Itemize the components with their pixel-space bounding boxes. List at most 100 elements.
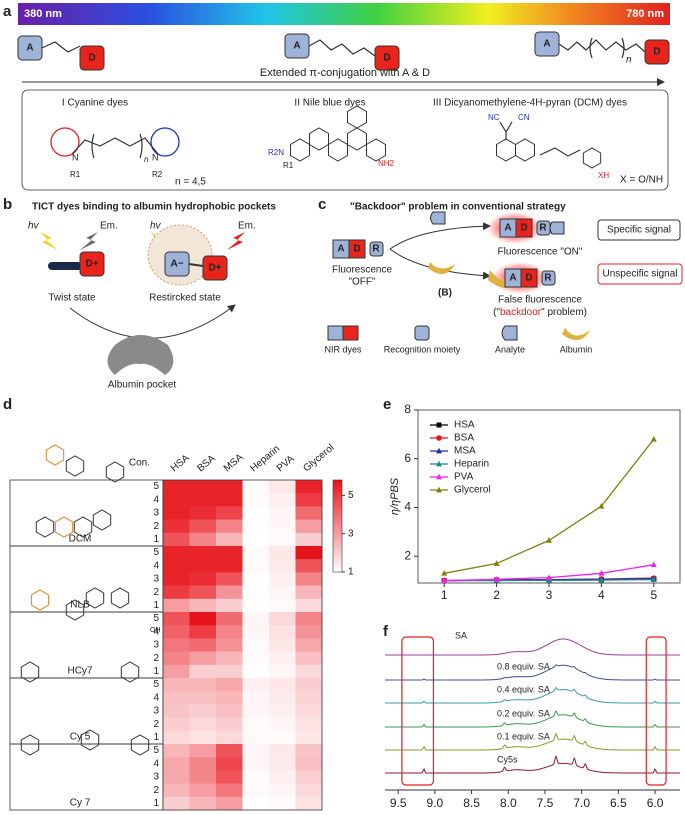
ring — [20, 734, 40, 756]
legend-label: Heparin — [454, 459, 489, 470]
ring — [130, 734, 150, 756]
heat-cell — [242, 704, 270, 718]
heat-cell — [189, 770, 217, 784]
row-title: Con. — [129, 458, 150, 469]
heat-cell — [242, 585, 270, 600]
ring — [110, 587, 130, 609]
arrow — [69, 304, 236, 339]
heat-cell — [216, 559, 243, 573]
heat-cell — [295, 691, 323, 705]
panel-c: c "Backdoor" problem in conventional str… — [318, 196, 683, 354]
heat-cell — [269, 664, 296, 679]
legend-label: BSA — [454, 433, 474, 444]
nmr-trace — [385, 710, 680, 728]
row-label: 3 — [153, 508, 159, 519]
legend-icon — [562, 328, 590, 341]
part: D — [520, 223, 527, 234]
arrow — [389, 222, 491, 250]
heat-cell — [189, 717, 217, 732]
ring — [65, 599, 85, 621]
nmr-trace — [385, 732, 680, 751]
panel-title: "Backdoor" problem in conventional strat… — [350, 202, 566, 213]
heat-cell — [242, 757, 270, 771]
heat-cell — [216, 717, 243, 732]
ring — [54, 516, 74, 538]
n-atom: N — [72, 152, 79, 162]
class-title: I Cyanine dyes — [62, 98, 128, 109]
heat-cell — [242, 598, 270, 613]
ring — [85, 587, 105, 609]
part: A — [509, 273, 516, 284]
dye-name: Cy 7 — [70, 798, 91, 809]
part: R — [372, 244, 380, 255]
row-label: 3 — [153, 574, 159, 585]
dcm-note: X = O/NH — [620, 175, 663, 186]
heat-cell — [295, 796, 323, 811]
heat-cell — [295, 704, 323, 718]
legend-icon — [342, 325, 359, 341]
ring — [73, 516, 93, 538]
ring — [328, 138, 348, 162]
panel-label: c — [318, 196, 326, 213]
lightning — [40, 232, 58, 250]
row-label: 5 — [153, 547, 159, 558]
part: R — [544, 273, 552, 284]
acceptor: A — [26, 43, 33, 54]
heat-cell — [295, 493, 323, 507]
analyte-icon — [430, 211, 446, 225]
excitation: hv — [28, 221, 40, 232]
heat-cell — [269, 730, 296, 745]
marker — [441, 577, 448, 583]
emission: Em. — [238, 221, 256, 232]
heat-cell — [163, 730, 190, 745]
row-label: 3 — [153, 706, 159, 717]
heat-cell — [163, 638, 190, 652]
heat-cell — [242, 678, 270, 692]
donor: D — [383, 53, 390, 64]
dye-name: HCy7 — [67, 666, 92, 677]
class-title: II Nile blue dyes — [294, 98, 365, 109]
part: D — [353, 244, 360, 255]
heat-cell — [189, 625, 217, 639]
heat-cell — [163, 546, 190, 560]
legend-label: Albumin — [560, 344, 593, 354]
heat-cell — [163, 783, 190, 798]
panel-a: a 380 nm 780 nm A D A D A n D Extended π… — [3, 3, 670, 191]
xh: XH — [598, 171, 609, 180]
row-label: 5 — [153, 613, 159, 624]
ring — [366, 138, 386, 162]
heat-cell — [295, 572, 323, 586]
heat-cell — [216, 664, 243, 679]
nc: NC — [488, 113, 500, 122]
emission: Em. — [100, 221, 118, 232]
heat-cell — [216, 651, 243, 666]
x-tick-label: 1 — [441, 588, 448, 602]
y-tick-label: 4 — [404, 500, 411, 514]
specific-label: Specific signal — [607, 225, 671, 236]
cn: CN — [518, 113, 530, 122]
x-tick-label: 8.0 — [500, 796, 517, 810]
legend-marker — [436, 435, 442, 441]
column-label: BSA — [195, 453, 218, 475]
heat-cell — [216, 585, 243, 600]
legend-marker — [436, 486, 442, 493]
heat-cell — [242, 493, 270, 507]
heat-cell — [269, 572, 296, 586]
x-tick-label: 3 — [546, 588, 553, 602]
heat-cell — [295, 480, 323, 494]
heat-cell — [163, 493, 190, 507]
heat-cell — [189, 612, 217, 626]
heat-cell — [242, 691, 270, 705]
specific-box — [597, 219, 681, 241]
dye-name: Cy 5 — [70, 732, 91, 743]
lightning — [227, 232, 245, 250]
heat-cell — [269, 480, 296, 494]
x-tick-label: 9.0 — [427, 796, 444, 810]
row-label: 2 — [153, 587, 159, 598]
trace-label: 0.2 equiv. SA — [497, 708, 550, 718]
arrow-text: Extended π-conjugation with A & D — [260, 67, 430, 79]
colorbar-label: 5 — [348, 490, 354, 501]
x-tick-label: 4 — [598, 588, 605, 602]
heat-cell — [163, 572, 190, 586]
row-label: 5 — [153, 679, 159, 690]
